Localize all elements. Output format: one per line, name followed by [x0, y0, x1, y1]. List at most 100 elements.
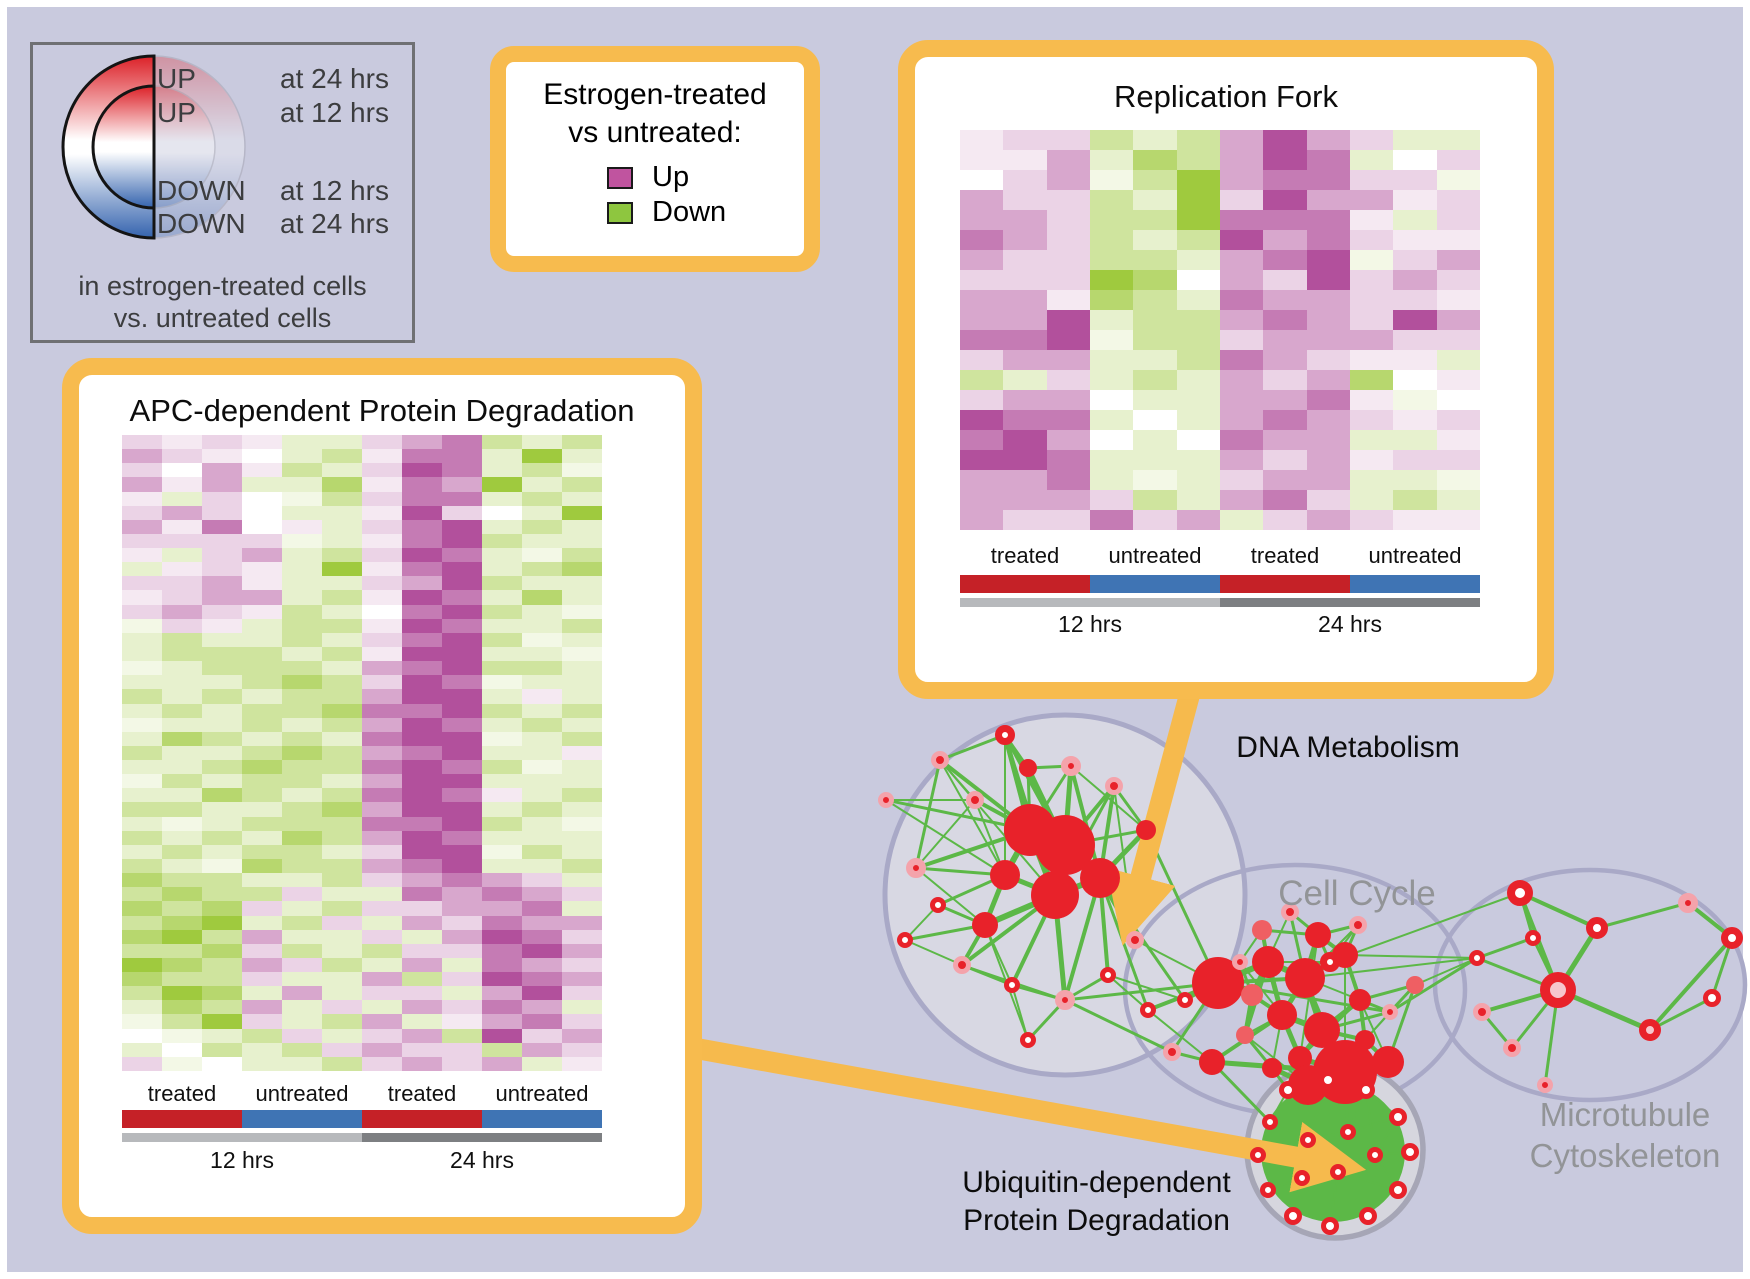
- heatmap-cell: [442, 505, 482, 520]
- heatmap-cell: [242, 562, 282, 577]
- heatmap-cell: [402, 1056, 442, 1071]
- heatmap-cell: [1263, 370, 1307, 390]
- heatmap-cell: [162, 590, 202, 605]
- heatmap-cell: [122, 435, 162, 450]
- heatmap-cell: [162, 802, 202, 817]
- heatmap-cell: [1219, 250, 1264, 270]
- heatmap-cell: [442, 873, 482, 888]
- reg-time-down-24: at 24 hrs: [280, 208, 389, 239]
- heatmap-cell: [522, 1042, 562, 1057]
- heatmap-cell: [522, 675, 562, 690]
- heatmap-cell: [122, 1042, 162, 1057]
- heatmap-cell: [960, 490, 1004, 510]
- heatmap-cell: [482, 731, 522, 746]
- heatmap-cell: [402, 548, 442, 563]
- heatmap-cell: [1219, 370, 1264, 390]
- network-node: [1126, 931, 1144, 949]
- network-node: [1192, 957, 1244, 1009]
- heatmap-cell: [282, 533, 322, 549]
- heatmap-cell: [482, 830, 522, 845]
- heatmap-cell: [522, 788, 562, 803]
- heatmap-cell: [402, 830, 442, 845]
- heatmap-cell: [522, 830, 562, 845]
- heatmap-cell: [202, 661, 242, 676]
- down-label: Down: [652, 196, 727, 228]
- heatmap-cell: [442, 533, 482, 549]
- heatmap-cell: [1393, 490, 1437, 510]
- heatmap-cell: [562, 717, 602, 732]
- network-edge: [904, 939, 963, 966]
- heatmap-cell: [1046, 170, 1090, 190]
- heatmap-cell: [1046, 270, 1090, 290]
- heatmap-cell: [282, 929, 322, 944]
- heatmap-cell: [162, 491, 202, 506]
- heatmap-cell: [362, 901, 402, 916]
- heatmap-cell: [202, 1042, 242, 1057]
- heatmap-cell: [122, 604, 162, 619]
- heatmap-cell: [162, 576, 202, 591]
- network-node: [1540, 972, 1576, 1008]
- heatmap-cell: [162, 1014, 202, 1029]
- heatmap-cell: [1133, 150, 1177, 170]
- heatmap-cell: [162, 1000, 202, 1015]
- heatmap-cell: [442, 1028, 482, 1043]
- heatmap-cell: [1263, 350, 1307, 370]
- heatmap-cell: [522, 760, 562, 775]
- heatmap-cell: [1176, 450, 1220, 470]
- network-node: [1199, 1049, 1225, 1075]
- heatmap-cell: [122, 548, 162, 563]
- heatmap-cell: [442, 576, 482, 591]
- network-node: [1100, 967, 1116, 983]
- heatmap-cell: [1219, 130, 1264, 150]
- heatmap-cell: [1089, 450, 1134, 470]
- heatmap-cell: [282, 505, 322, 520]
- heatmap-cell: [562, 745, 602, 761]
- heatmap-cell: [522, 562, 562, 577]
- heatmap-cell: [482, 844, 522, 859]
- heatmap-cell: [282, 957, 322, 973]
- heatmap-cell: [122, 844, 162, 859]
- heatmap-cell: [522, 576, 562, 591]
- heatmap-cell: [1393, 510, 1437, 530]
- heatmap-cell: [202, 632, 242, 647]
- network-node: [1004, 977, 1020, 993]
- heatmap-cell: [242, 519, 282, 534]
- heatmap-cell: [522, 533, 562, 549]
- heatmap-cell: [122, 590, 162, 605]
- network-node: [931, 751, 949, 769]
- heatmap-cell: [282, 745, 322, 761]
- heatmap-cell: [522, 661, 562, 676]
- heatmap-cell: [242, 972, 282, 987]
- heatmap-cell: [202, 1056, 242, 1071]
- heatmap-cell: [1089, 390, 1134, 410]
- up-color-swatch: [607, 167, 633, 189]
- heatmap-cell: [1393, 150, 1437, 170]
- heatmap-cell: [242, 463, 282, 478]
- heatmap-cell: [960, 430, 1004, 450]
- heatmap-cell: [402, 745, 442, 761]
- heatmap-cell: [322, 858, 362, 874]
- heatmap-cell: [162, 646, 202, 662]
- heatmap-cell: [1349, 410, 1394, 430]
- heatmap-cell: [122, 449, 162, 464]
- heatmap-cell: [162, 986, 202, 1001]
- heatmap-cell: [442, 632, 482, 647]
- heatmap-cell: [960, 290, 1004, 310]
- heatmap-cell: [482, 887, 522, 902]
- heatmap-cell: [522, 816, 562, 831]
- network-edge: [939, 733, 1006, 762]
- network-node: [1537, 1077, 1553, 1093]
- heatmap-cell: [322, 661, 362, 676]
- heatmap-cell: [562, 943, 602, 958]
- heatmap-cell: [1349, 330, 1394, 350]
- heatmap-cell: [442, 1056, 482, 1071]
- heatmap-cell: [1436, 490, 1480, 510]
- network-edge: [1365, 1089, 1376, 1156]
- network-node: [1320, 952, 1340, 972]
- heatmap-cell: [1393, 310, 1437, 330]
- cluster-label-microtubule: Microtubule Cytoskeleton: [1465, 1094, 1750, 1176]
- apc-group-label-2: untreated: [255, 1081, 349, 1106]
- heatmap-cell: [122, 562, 162, 577]
- heatmap-cell: [242, 957, 282, 973]
